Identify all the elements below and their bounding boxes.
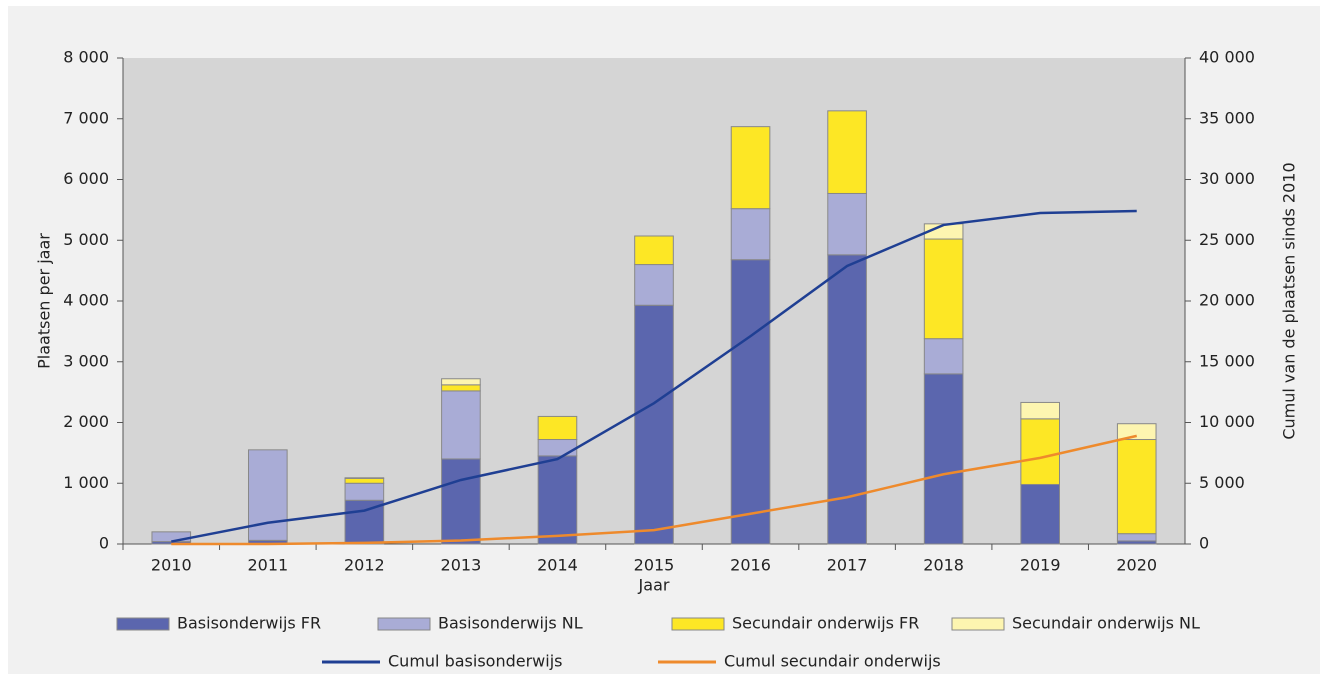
y-tick-label: 8 000 xyxy=(63,48,109,67)
x-tick-label: 2016 xyxy=(730,556,771,575)
y2-tick-label: 35 000 xyxy=(1199,108,1255,127)
y2-axis-label: Cumul van de plaatsen sinds 2010 xyxy=(1280,162,1299,439)
bar xyxy=(634,264,674,306)
bar xyxy=(1020,418,1060,485)
y-tick-label: 1 000 xyxy=(63,473,109,492)
bar xyxy=(730,208,771,261)
y2-tick-label: 15 000 xyxy=(1199,351,1255,370)
y-axis-label: Plaatsen per jaar xyxy=(35,233,54,369)
legend-label: Cumul basisonderwijs xyxy=(388,652,562,671)
bar xyxy=(344,477,385,484)
bar xyxy=(344,482,385,501)
x-tick-label: 2020 xyxy=(1116,556,1157,575)
bar xyxy=(923,238,964,340)
x-tick-label: 2018 xyxy=(923,556,964,575)
y2-tick-label: 20 000 xyxy=(1199,291,1255,310)
x-tick-label: 2011 xyxy=(247,556,288,575)
y-tick-label: 0 xyxy=(99,534,109,553)
legend-swatch xyxy=(116,617,170,631)
legend-label: Secundair onderwijs FR xyxy=(732,614,919,633)
bar xyxy=(730,259,771,545)
x-tick-label: 2010 xyxy=(151,556,192,575)
bar xyxy=(248,449,288,541)
y-tick-label: 7 000 xyxy=(63,108,109,127)
bar xyxy=(537,455,578,545)
line xyxy=(171,209,1137,543)
bar xyxy=(1116,533,1157,542)
x-axis-label: Jaar xyxy=(638,576,670,595)
y-tick-label: 3 000 xyxy=(63,351,109,370)
y2-tick-label: 40 000 xyxy=(1199,48,1255,67)
bar xyxy=(1020,483,1060,545)
y2-tick-label: 25 000 xyxy=(1199,230,1255,249)
y2-tick-label: 0 xyxy=(1199,534,1209,553)
y-tick-label: 2 000 xyxy=(63,412,109,431)
bar xyxy=(1116,439,1157,535)
bar xyxy=(827,110,867,194)
x-tick-label: 2019 xyxy=(1020,556,1061,575)
x-tick-label: 2017 xyxy=(827,556,868,575)
line xyxy=(171,434,1138,546)
legend-label: Basisonderwijs NL xyxy=(438,614,583,633)
bar xyxy=(441,384,481,392)
x-tick-label: 2014 xyxy=(537,556,578,575)
bar xyxy=(923,338,964,375)
bar xyxy=(344,477,385,479)
bar xyxy=(634,235,674,266)
bar xyxy=(730,126,771,210)
y-tick-label: 6 000 xyxy=(63,169,109,188)
x-tick-label: 2015 xyxy=(634,556,675,575)
bar xyxy=(441,390,481,460)
bar xyxy=(634,304,674,545)
y-tick-label: 5 000 xyxy=(63,230,109,249)
bar xyxy=(441,378,481,386)
bar xyxy=(441,458,481,545)
y2-tick-label: 30 000 xyxy=(1199,169,1255,188)
legend-swatch xyxy=(671,617,725,631)
legend-swatch xyxy=(377,617,431,631)
bar xyxy=(827,192,867,256)
bar xyxy=(923,373,964,545)
legend-label: Cumul secundair onderwijs xyxy=(724,652,941,671)
y2-tick-label: 5 000 xyxy=(1199,473,1245,492)
bar xyxy=(1116,423,1157,441)
bar xyxy=(1020,401,1060,420)
legend-swatch xyxy=(951,617,1005,631)
y2-tick-label: 10 000 xyxy=(1199,412,1255,431)
legend-label: Secundair onderwijs NL xyxy=(1012,614,1200,633)
x-tick-label: 2013 xyxy=(441,556,482,575)
bar xyxy=(827,254,867,545)
bar xyxy=(537,415,578,441)
bar xyxy=(537,439,578,457)
x-tick-label: 2012 xyxy=(344,556,385,575)
legend-label: Basisonderwijs FR xyxy=(177,614,321,633)
y-tick-label: 4 000 xyxy=(63,291,109,310)
